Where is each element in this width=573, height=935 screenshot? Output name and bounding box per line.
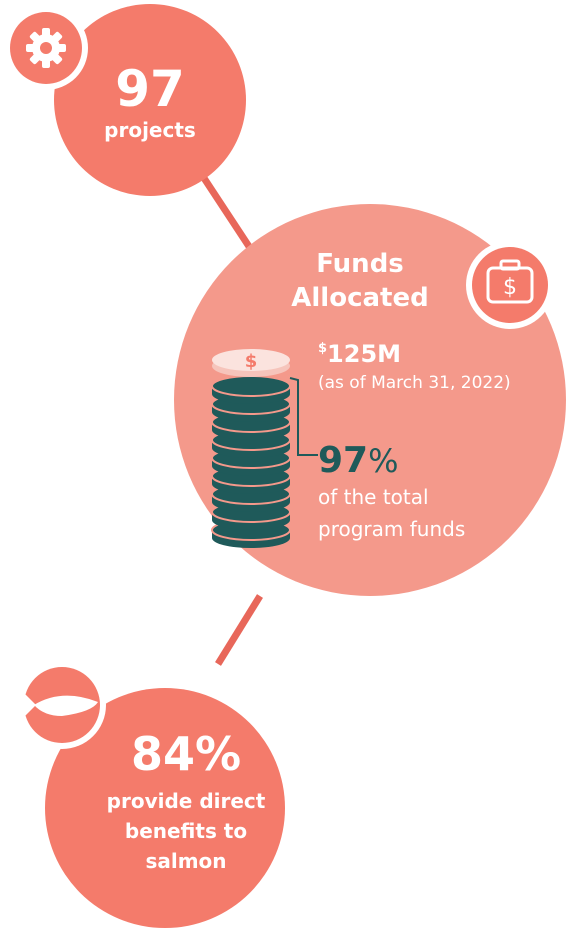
salmon-value: 84% <box>131 727 241 781</box>
connector <box>215 594 263 666</box>
coin-symbol: $ <box>245 351 258 372</box>
funds-amount: $125M <box>318 340 401 368</box>
briefcase-badge: $ <box>466 241 554 329</box>
funds-share: 97% <box>318 440 399 481</box>
projects-label: projects <box>104 118 196 142</box>
briefcase-symbol: $ <box>503 275 517 300</box>
projects-value: 97 <box>115 60 185 118</box>
projects-circle <box>54 4 246 196</box>
salmon-text: salmon <box>145 849 226 873</box>
gear-badge <box>4 6 88 90</box>
funds-title: Allocated <box>291 283 428 313</box>
coin-part <box>211 375 291 397</box>
coin-stack <box>211 375 291 548</box>
coin-top: $ <box>212 349 290 377</box>
salmon-circle <box>45 688 285 928</box>
salmon-text: provide direct <box>107 789 266 813</box>
bracket <box>289 377 318 456</box>
share: 97 <box>318 440 368 481</box>
funds-title: Funds <box>316 249 404 279</box>
amount: 125M <box>327 340 401 368</box>
funds-date: (as of March 31, 2022) <box>318 373 511 393</box>
share-text: of the total <box>318 485 429 509</box>
fish-badge <box>18 661 106 749</box>
salmon-text: benefits to <box>125 819 247 843</box>
currency: $ <box>318 341 327 356</box>
share-text: program funds <box>318 517 465 541</box>
share-unit: % <box>368 442 398 480</box>
connector <box>197 170 253 250</box>
